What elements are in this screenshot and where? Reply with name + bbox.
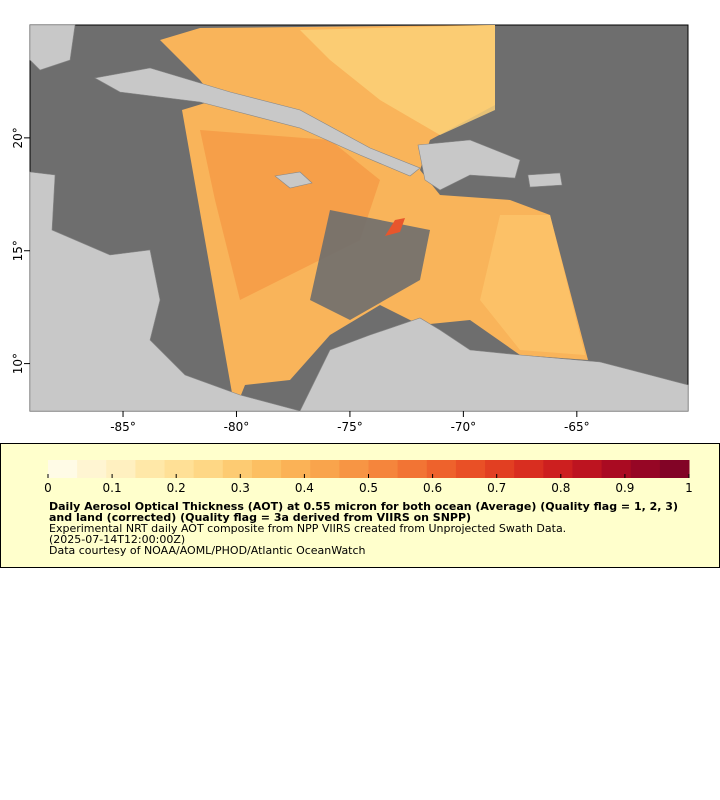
colorbar-swatch xyxy=(368,460,399,478)
subtitle: Experimental NRT daily AOT composite fro… xyxy=(49,522,567,535)
y-tick-label: 15° xyxy=(11,240,25,261)
x-tick-label: -75° xyxy=(337,420,363,434)
land xyxy=(29,24,689,412)
colorbar-tick-label: 0.2 xyxy=(167,481,186,495)
colorbar-tick-label: 0.4 xyxy=(295,481,314,495)
colorbar-tick-label: 0.3 xyxy=(231,481,250,495)
colorbar-swatch xyxy=(339,460,369,478)
colorbar-tick-label: 0 xyxy=(44,481,52,495)
colorbar-swatch xyxy=(164,460,195,478)
colorbar-swatch xyxy=(135,460,166,478)
x-tick-label: -80° xyxy=(224,420,250,434)
legend-text: Daily Aerosol Optical Thickness (AOT) at… xyxy=(49,501,679,556)
colorbar-tick-label: 0.1 xyxy=(103,481,122,495)
colorbar-swatch xyxy=(455,460,486,478)
legend-box: 0 0.1 0.2 0.3 0.4 0.5 0.6 0.7 0.8 0.9 1 Daily Aero… xyxy=(0,443,720,568)
map: -85° -80° -75° -70° -65° 10° 15° 20° xyxy=(11,24,689,434)
colorbar: 0 0.1 0.2 0.3 0.4 0.5 0.6 0.7 0.8 0.9 1 xyxy=(44,460,693,495)
colorbar-swatch xyxy=(426,460,457,478)
colorbar-swatch xyxy=(310,460,340,478)
colorbar-tick-label: 0.9 xyxy=(615,481,634,495)
colorbar-tick-label: 0.5 xyxy=(359,481,378,495)
aot-swath xyxy=(160,25,588,410)
colorbar-swatch xyxy=(630,460,661,478)
colorbar-swatch xyxy=(572,460,603,478)
colorbar-tick-label: 1 xyxy=(685,481,693,495)
x-tick-label: -65° xyxy=(564,420,590,434)
colorbar-swatch xyxy=(485,460,515,478)
colorbar-tick-label: 0.6 xyxy=(423,481,442,495)
colorbar-swatch xyxy=(106,460,136,478)
colorbar-swatch xyxy=(222,460,253,478)
colorbar-swatch xyxy=(48,460,78,478)
colorbar-swatch xyxy=(543,460,573,478)
y-tick-label: 10° xyxy=(11,353,25,374)
colorbar-tick-label: 0.8 xyxy=(551,481,570,495)
credit: Data courtesy of NOAA/AOML/PHOD/Atlantic… xyxy=(49,544,366,557)
axes: -85° -80° -75° -70° -65° 10° 15° 20° xyxy=(11,127,590,434)
date: (2025-07-14T12:00:00Z) xyxy=(49,533,186,546)
x-tick-label: -70° xyxy=(451,420,477,434)
colorbar-swatch xyxy=(601,460,632,478)
colorbar-tick-label: 0.7 xyxy=(487,481,506,495)
colorbar-swatch xyxy=(659,460,690,478)
colorbar-swatch xyxy=(397,460,428,478)
x-tick-label: -85° xyxy=(110,420,136,434)
colorbar-swatch xyxy=(193,460,224,478)
colorbar-swatch xyxy=(514,460,544,478)
colorbar-swatch xyxy=(77,460,107,478)
y-tick-label: 20° xyxy=(11,127,25,148)
colorbar-swatch xyxy=(251,460,282,478)
title: Daily Aerosol Optical Thickness (AOT) at… xyxy=(49,500,678,524)
colorbar-swatch xyxy=(281,460,311,478)
